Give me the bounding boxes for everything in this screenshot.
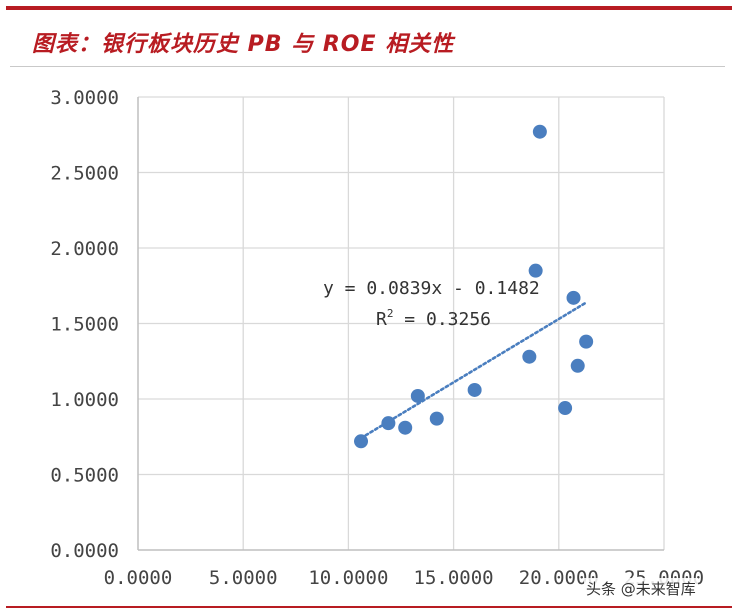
data-point — [354, 434, 369, 449]
data-point — [558, 401, 573, 416]
trendline — [359, 301, 588, 440]
y-tick-label: 0.0000 — [50, 540, 119, 562]
y-tick-label: 2.5000 — [50, 163, 119, 185]
trendline-r2: R2 = 0.3256 — [376, 307, 491, 330]
x-tick-label: 5.0000 — [209, 567, 278, 589]
data-point — [570, 358, 585, 373]
axes — [137, 97, 664, 551]
y-tick-label: 2.0000 — [50, 238, 119, 260]
y-tick-label: 1.0000 — [50, 389, 119, 411]
header: 图表：银行板块历史 PB 与 ROE 相关性 — [10, 18, 725, 67]
data-point — [381, 416, 396, 431]
page-title: 图表：银行板块历史 PB 与 ROE 相关性 — [32, 32, 455, 57]
data-point — [528, 263, 543, 278]
x-tick-label: 0.0000 — [104, 567, 173, 589]
data-point — [579, 334, 594, 349]
top-accent-rule — [6, 6, 732, 10]
data-point — [522, 349, 537, 364]
data-point — [532, 124, 547, 139]
x-tick-label: 10.0000 — [308, 567, 388, 589]
y-tick-label: 1.5000 — [50, 314, 119, 336]
watermark: 头条 @未来智库 — [584, 578, 698, 599]
data-points — [354, 124, 594, 449]
y-tick-label: 0.5000 — [50, 465, 119, 487]
trendline-layer — [359, 301, 588, 440]
data-point — [410, 388, 425, 403]
data-point — [566, 290, 581, 305]
x-tick-label: 15.0000 — [414, 567, 494, 589]
data-point — [398, 420, 413, 435]
y-tick-label: 3.0000 — [50, 87, 119, 109]
grid-lines — [138, 96, 665, 550]
data-point — [467, 382, 482, 397]
tick-labels: 0.0000 0.5000 1.0000 1.5000 2.0000 2.5000 3.00… — [50, 87, 704, 589]
x-tick-label: 20.0000 — [519, 567, 599, 589]
data-point — [429, 411, 444, 426]
trendline-equation: y = 0.0839x - 0.1482 — [323, 278, 540, 299]
bottom-accent-rule — [6, 606, 732, 608]
